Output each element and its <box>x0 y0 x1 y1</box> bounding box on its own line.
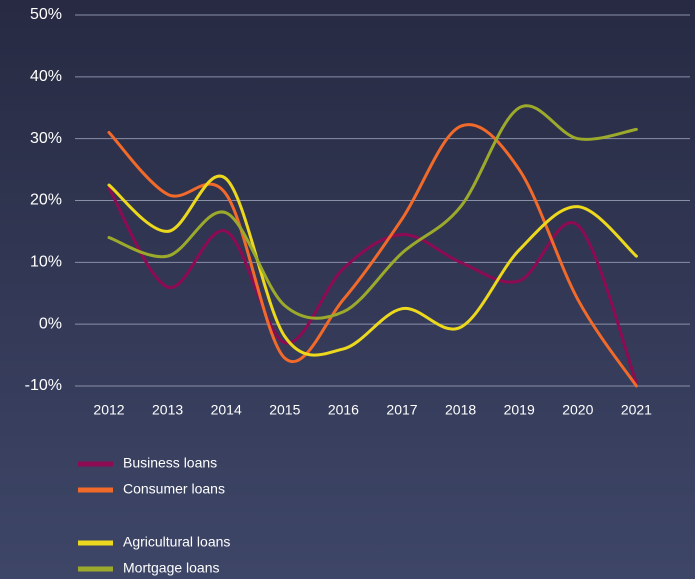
x-tick-label: 2017 <box>386 402 417 418</box>
x-tick-label: 2016 <box>328 402 359 418</box>
line-series <box>107 104 638 320</box>
x-tick-label: 2020 <box>562 402 593 418</box>
legend-label: Consumer loans <box>123 481 225 497</box>
x-tick-label: 2015 <box>269 402 300 418</box>
x-tick-label: 2019 <box>504 402 535 418</box>
x-tick-label: 2021 <box>621 402 652 418</box>
legend-label: Agricultural loans <box>123 534 230 550</box>
legend-label: Business loans <box>123 455 217 471</box>
x-tick-label: 2012 <box>93 402 124 418</box>
line-series <box>107 174 638 357</box>
line-series <box>107 186 638 385</box>
legend-label: Mortgage loans <box>123 560 220 576</box>
x-tick-label: 2014 <box>211 402 242 418</box>
x-tick-label: 2013 <box>152 402 183 418</box>
y-tick-label: -10% <box>25 377 62 394</box>
y-tick-label: 20% <box>30 192 62 209</box>
y-tick-label: 10% <box>30 254 62 271</box>
y-tick-label: 0% <box>39 315 62 332</box>
y-tick-label: 30% <box>30 130 62 147</box>
y-tick-label: 40% <box>30 68 62 85</box>
y-tick-label: 50% <box>30 6 62 23</box>
x-tick-label: 2018 <box>445 402 476 418</box>
